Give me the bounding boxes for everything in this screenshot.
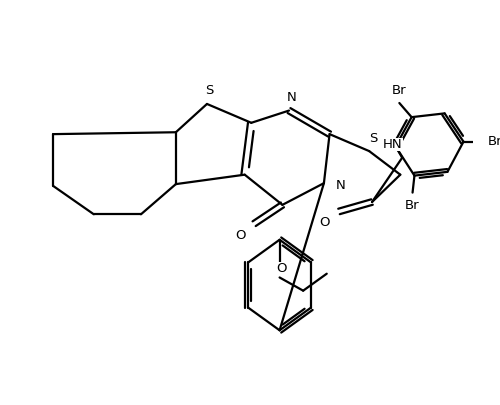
Text: S: S <box>204 84 213 97</box>
Text: O: O <box>276 262 286 275</box>
Text: O: O <box>320 216 330 229</box>
Text: S: S <box>369 132 377 145</box>
Text: O: O <box>236 230 246 243</box>
Text: HN: HN <box>383 138 402 151</box>
Text: N: N <box>336 179 346 192</box>
Text: Br: Br <box>405 199 420 212</box>
Text: Br: Br <box>488 135 500 148</box>
Text: N: N <box>287 91 296 104</box>
Text: Br: Br <box>392 84 406 97</box>
